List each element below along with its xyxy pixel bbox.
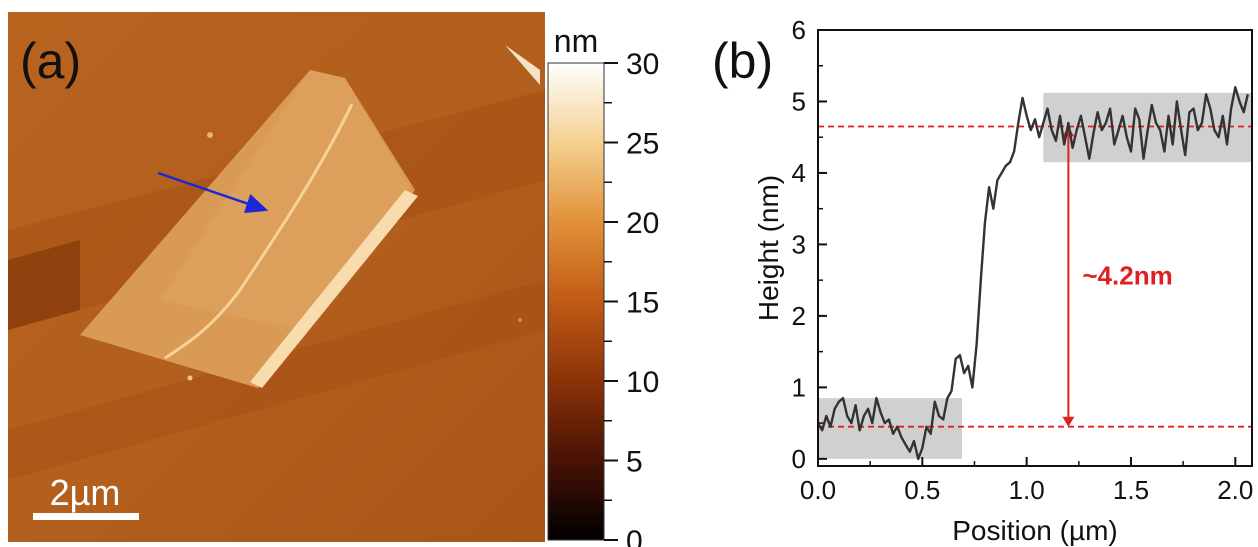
y-tick-label: 2 xyxy=(792,301,806,331)
afm-terrain-band xyxy=(8,240,80,330)
afm-terrain-band xyxy=(8,280,545,480)
x-tick-label: 1.5 xyxy=(1113,475,1149,505)
x-axis-label: Position (µm) xyxy=(952,515,1118,546)
afm-particle xyxy=(207,132,213,138)
plateau-shade xyxy=(818,398,962,459)
colorbar-tick-label: 0 xyxy=(626,525,643,547)
x-tick-label: 0.5 xyxy=(904,475,940,505)
panel-a-label: (a) xyxy=(20,33,81,89)
flake-crease xyxy=(164,103,354,360)
step-arrow-head-bottom xyxy=(1062,416,1075,427)
height-profile-line xyxy=(816,86,1249,461)
colorbar-tick-label: 15 xyxy=(626,287,659,320)
colorbar-tick-label: 30 xyxy=(626,48,659,81)
profile-panel: (b) 0 1 2 3 4 5 6 0.0 0.5 1.0 1.5 2.0 Position (µm)… xyxy=(712,15,1254,546)
afm-particle xyxy=(187,375,193,381)
profile-arrow xyxy=(157,171,269,213)
step-height-annotation: ~4.2nm xyxy=(1082,261,1172,291)
colorbar-unit: nm xyxy=(554,23,598,59)
scale-bar-label: 2µm xyxy=(50,472,121,513)
y-tick-label: 6 xyxy=(792,15,806,45)
profile-plot: 0 1 2 3 4 5 6 0.0 0.5 1.0 1.5 2.0 xyxy=(792,15,1254,505)
y-tick-label: 4 xyxy=(792,158,806,188)
colorbar-ticks: 0 5 10 15 20 25 30 xyxy=(604,48,659,547)
y-tick-label: 5 xyxy=(792,86,806,116)
x-tick-label: 2.0 xyxy=(1217,475,1253,505)
flake-bright-edge xyxy=(250,190,418,388)
x-tick-label: 0.0 xyxy=(800,475,836,505)
colorbar-tick-label: 25 xyxy=(626,128,659,161)
plot-frame xyxy=(817,29,1253,467)
y-tick-label: 1 xyxy=(792,372,806,402)
colorbar-tick-label: 20 xyxy=(626,207,659,240)
afm-particle xyxy=(518,318,522,322)
y-axis-label: Height (nm) xyxy=(753,175,784,321)
x-tick-label: 1.0 xyxy=(1009,475,1045,505)
colorbar xyxy=(547,62,605,541)
scale-bar xyxy=(33,513,139,520)
panel-b-label: (b) xyxy=(712,33,773,89)
afm-panel: (a) 2µm nm 0 5 10 15 20 25 30 xyxy=(8,12,659,547)
y-tick-label: 3 xyxy=(792,229,806,259)
colorbar-tick-label: 10 xyxy=(626,366,659,399)
colorbar-tick-label: 5 xyxy=(626,446,643,479)
afm-edge-feature xyxy=(505,45,540,85)
y-tick-label: 0 xyxy=(792,444,806,474)
